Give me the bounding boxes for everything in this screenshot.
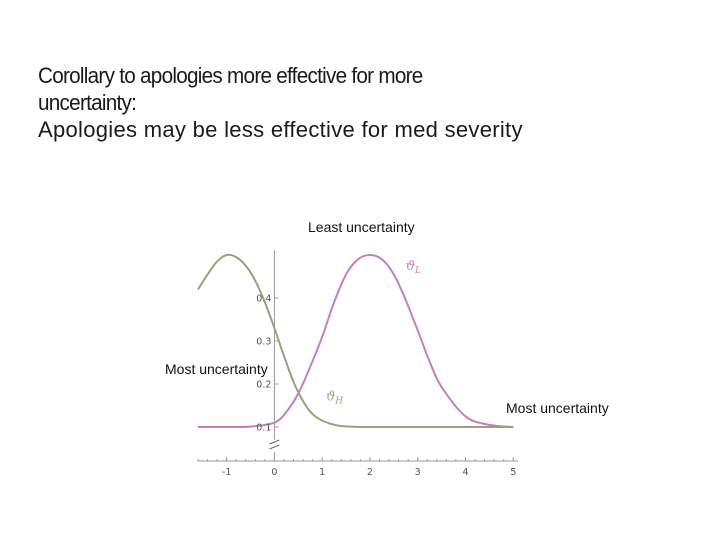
x-tick-label: 3: [415, 467, 421, 478]
y-tick-label: 0.1: [256, 423, 271, 434]
series-line-theta-h: [197, 253, 514, 429]
x-tick-label: 2: [367, 467, 373, 478]
x-tick-label: 0: [271, 467, 277, 478]
chart-labels: -1 0 1 2 3 4 5 0.1 0.2 0.3 0.4 ϑL ϑH: [222, 259, 516, 478]
series-label-theta-h: ϑH: [326, 389, 343, 406]
series-line-theta-l: [197, 253, 514, 429]
x-tick-label: 5: [510, 467, 516, 478]
series-label-theta-l: ϑL: [406, 259, 421, 276]
x-tick-label: 1: [319, 467, 325, 478]
x-tick-label: 4: [462, 467, 468, 478]
slide-title: Corollary to apologies more effective fo…: [38, 62, 698, 144]
title-line-1: Corollary to apologies more effective fo…: [38, 63, 423, 88]
y-tick-label: 0.2: [256, 380, 271, 391]
x-tick-label: -1: [222, 467, 231, 478]
annotation-least-uncertainty: Least uncertainty: [308, 219, 415, 235]
axis-break-mark: [269, 439, 280, 445]
chart-axes: [197, 250, 518, 462]
y-tick-label: 0.3: [256, 337, 271, 348]
chart-series-layer: [197, 253, 514, 429]
subtitle: Apologies may be less effective for med …: [38, 117, 523, 142]
annotation-most-uncertainty-right: Most uncertainty: [506, 400, 609, 416]
axis-break-mark: [269, 444, 280, 450]
title-line-2: uncertainty:: [38, 90, 137, 115]
annotation-most-uncertainty-left: Most uncertainty: [165, 361, 268, 377]
y-tick-label: 0.4: [256, 294, 271, 305]
